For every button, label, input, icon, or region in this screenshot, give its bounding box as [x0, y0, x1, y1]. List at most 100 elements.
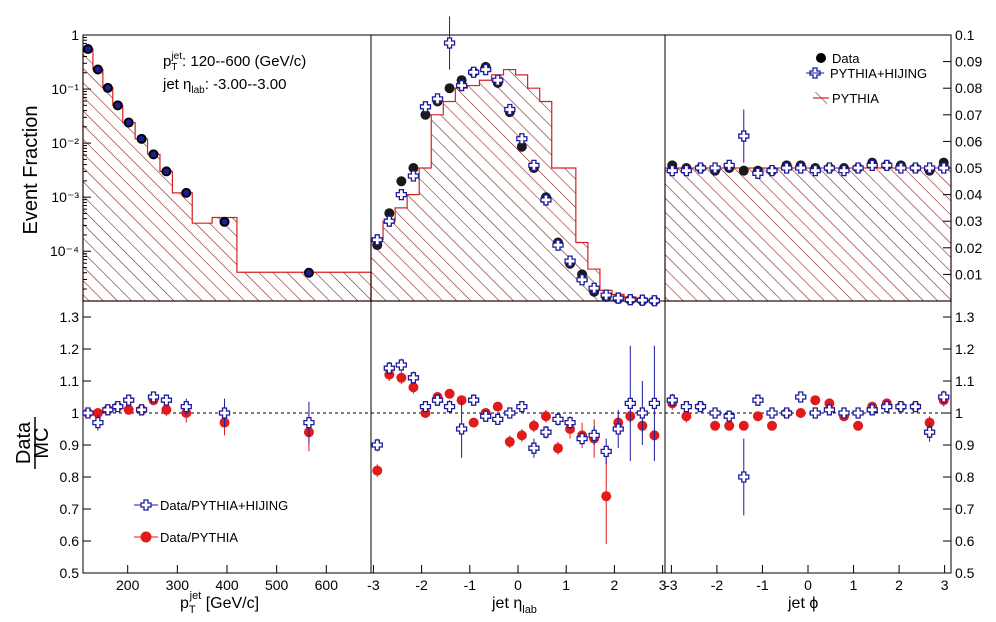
bottom-y-axis-title: Data MC [13, 417, 53, 469]
ratio-pythia-point [504, 436, 515, 447]
histogram-layer [82, 48, 952, 302]
ratio-pythia-hijing-point [780, 407, 793, 419]
pt-pythia-hijing-point [104, 84, 111, 91]
ratio-pythia-hijing-point [218, 407, 231, 419]
pt-pythia-hijing-point [150, 151, 157, 158]
ratio-pythia-hijing-point [419, 400, 432, 413]
eta-pythia-hijing-point [576, 274, 588, 286]
bottom-left-y-label: 1.2 [60, 341, 80, 357]
x-tick-label: -1 [464, 577, 477, 593]
x-tick-label: 1 [850, 577, 858, 593]
x-axis-title-eta: jet ηlab [491, 595, 537, 616]
ratio-pythia-hijing-point [135, 404, 148, 416]
ratio-pythia-hijing-point [694, 400, 707, 413]
phi-pythia-hijing-point [680, 165, 693, 177]
x-tick-label: 3 [659, 577, 667, 593]
ratio-pythia-point [724, 420, 735, 431]
bottom-left-y-label: 0.7 [60, 501, 80, 517]
eta-pythia-hijing-point [564, 255, 576, 267]
ratio-pythia-hijing-point [738, 471, 750, 483]
pt-pythia-hijing-point [94, 66, 101, 73]
points-layer [82, 16, 950, 545]
ratio-pythia-point [161, 404, 172, 415]
eta-pythia-hijing-point [540, 194, 552, 206]
x-tick-label: 0 [804, 577, 812, 593]
ratio-pythia-hijing-point [480, 410, 492, 422]
ratio-pythia-hijing-point [709, 407, 721, 419]
ratio-pythia-hijing-point [540, 426, 552, 438]
legend-pythia-hijing: PYTHIA+HIJING [830, 66, 927, 81]
x-tick-label: -2 [711, 577, 724, 593]
bottom-right-y-label: 0.9 [955, 437, 975, 453]
svg-text:pTjet: 120--600 (GeV/c): pTjet: 120--600 (GeV/c) [163, 51, 306, 73]
ratio-pythia-hijing-point [795, 391, 807, 403]
ratio-pythia-point [767, 420, 778, 431]
ratio-pythia-hijing-point [723, 410, 735, 422]
ratio-pythia-hijing-point [407, 372, 420, 384]
phi-pythia-hijing-point [923, 162, 936, 174]
eta-pythia-hijing-point [648, 295, 661, 307]
phi-pythia-hijing-point [895, 162, 907, 174]
phi-pythia-hijing-point [881, 159, 893, 171]
eta-pythia-hijing-point [468, 66, 480, 78]
ratio-pythia-hijing-point [147, 391, 160, 403]
x-axis-title-pt: pTjet [GeV/c] [180, 590, 259, 616]
bottom-legend: Data/PYTHIA+HIJING Data/PYTHIA [134, 498, 288, 545]
phi-data-point [738, 165, 749, 176]
ratio-pythia-hijing-point [180, 400, 192, 413]
ratio-pythia-hijing-point [648, 397, 661, 410]
phi-pythia-hijing-point [938, 162, 950, 174]
ratio-pythia-hijing-point [588, 429, 600, 442]
top-left-y-label: 1 [71, 27, 79, 43]
bottom-right-y-label: 0.8 [955, 469, 975, 485]
ratio-pythia-hijing-point [909, 400, 922, 413]
ratio-pythia-hijing-point [636, 407, 648, 419]
ratio-pythia-hijing-point [303, 416, 315, 429]
eta-pythia-hijing-point [636, 294, 648, 306]
x-tick-label: 1 [562, 577, 570, 593]
eta-pythia-hijing-point [419, 101, 432, 113]
ratio-pythia-point [853, 420, 864, 431]
ratio-pythia-hijing-point [516, 400, 528, 413]
ratio-pythia-hijing-point [371, 439, 383, 451]
legend-data: Data [832, 51, 860, 66]
ratio-pythia-point [681, 411, 692, 422]
phi-pythia-hijing-point [752, 167, 764, 179]
pt-pythia-hijing-point [114, 102, 121, 109]
ratio-pythia-hijing-point [160, 394, 173, 406]
top-right-y-label: 0.06 [955, 133, 982, 149]
bottom-left-y-label: 0.5 [60, 565, 80, 581]
top-right-y-label: 0.05 [955, 160, 982, 176]
x-tick-label: -1 [756, 577, 769, 593]
eta-pythia-hijing-point [492, 74, 504, 86]
phi-pythia-hijing-point [780, 162, 793, 174]
pt-pythia-hijing-point [125, 119, 132, 126]
ratio-pythia-hijing-point [612, 423, 624, 435]
bottom-left-y-label: 1 [71, 405, 79, 421]
ratio-pythia-hijing-point [752, 394, 764, 406]
ratio-pythia-hijing-point [680, 400, 693, 413]
ratio-pythia-hijing-point [624, 397, 636, 410]
ratio-pythia-point [468, 417, 479, 428]
ratio-pythia-hijing-point [123, 394, 135, 406]
phi-pythia-hijing-point [666, 165, 678, 177]
ratio-pythia-point [516, 430, 527, 441]
pt-pythia-hijing-point [305, 269, 312, 276]
x-tick-label: 600 [315, 577, 339, 593]
ratio-pythia-hijing-point [881, 400, 893, 413]
top-y-axis-title: Event Fraction [20, 106, 42, 235]
ratio-pythia-hijing-point [852, 407, 864, 419]
bottom-left-y-label: 0.8 [60, 469, 80, 485]
bottom-right-y-label: 1.2 [955, 341, 975, 357]
x-tick-label: -3 [665, 577, 678, 593]
bottom-right-y-label: 1.1 [955, 373, 975, 389]
phi-pythia-hijing-point [795, 162, 807, 174]
ratio-pythia-hijing-point [766, 407, 778, 419]
x-axis-title-phi: jet ϕ [787, 595, 818, 612]
pt-pythia-hijing-point [138, 135, 145, 142]
legend-ratio-pythia-hijing: Data/PYTHIA+HIJING [160, 498, 288, 513]
phi-pythia-hijing-point [738, 130, 750, 142]
ratio-pythia-point [601, 491, 612, 502]
pt-mc-histogram [82, 48, 372, 302]
